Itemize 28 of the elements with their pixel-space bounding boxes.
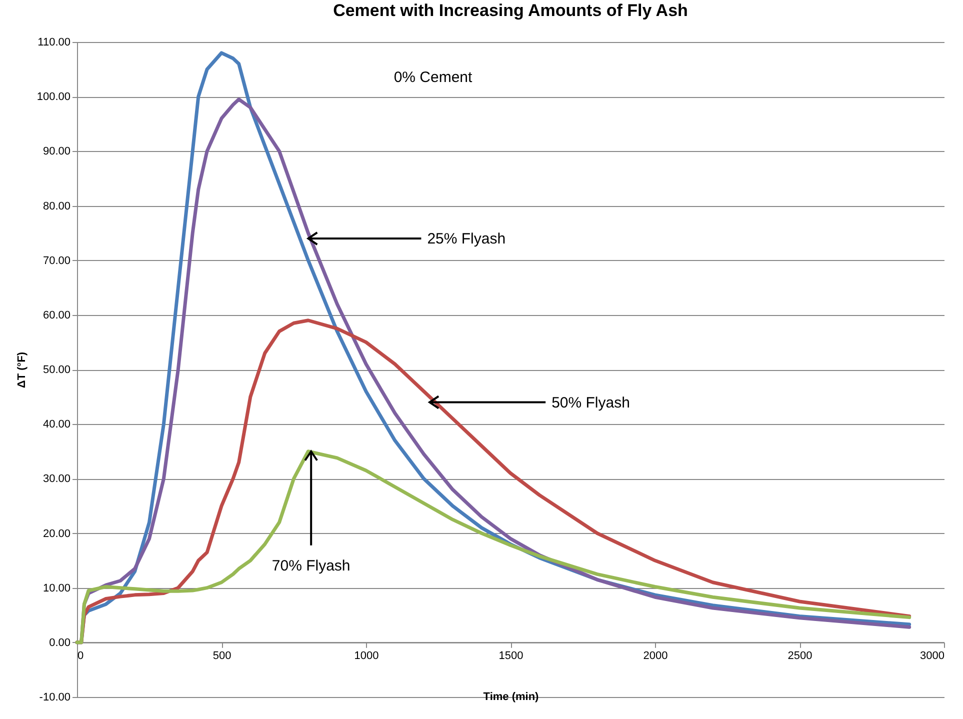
y-tick-label: 90.00 — [42, 146, 70, 158]
y-axis-title: ΔT (°F) — [16, 352, 28, 388]
annotation: 25% Flyash — [427, 230, 506, 248]
x-axis-title: Time (min) — [483, 690, 540, 703]
annotation: 0% Cement — [394, 69, 474, 86]
x-tick-label: 0 — [78, 650, 84, 662]
x-tick-label: 1500 — [498, 650, 524, 662]
annotation: 70% Flyash — [272, 557, 350, 574]
y-tick-label: -10.00 — [39, 692, 70, 704]
chart-title: Cement with Increasing Amounts of Fly Ash — [333, 1, 688, 20]
y-tick-label: 20.00 — [42, 528, 70, 540]
y-tick-label: 50.00 — [42, 364, 70, 376]
annotation: 50% Flyash — [552, 394, 630, 412]
y-tick-label: 10.00 — [42, 582, 70, 594]
y-tick-label: 30.00 — [42, 473, 70, 486]
y-tick-label: 80.00 — [42, 200, 70, 212]
x-tick-label: 3000 — [920, 650, 944, 662]
y-tick-label: 40.00 — [42, 418, 70, 431]
line-series — [75, 450, 912, 644]
x-tick-label: 2500 — [788, 650, 812, 662]
x-tick-label: 500 — [212, 650, 232, 662]
x-tick-label: 2000 — [643, 650, 668, 662]
y-tick-label: 110.00 — [38, 36, 70, 48]
y-tick-label: 100.00 — [36, 91, 70, 104]
y-tick-label: 70.00 — [42, 254, 70, 267]
x-tick-label: 1000 — [354, 650, 379, 662]
y-tick-label: 0.00 — [49, 636, 70, 649]
y-tick-label: 60.00 — [42, 309, 70, 322]
